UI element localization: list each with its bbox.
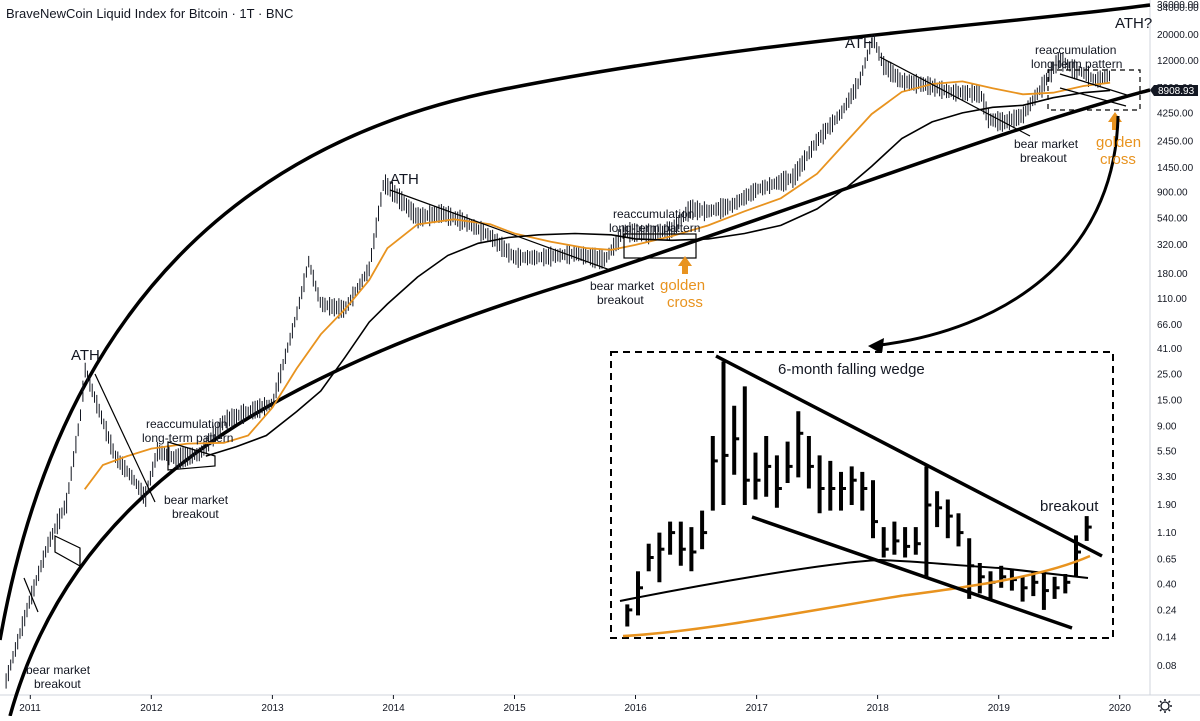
ma-black-line [205,89,1111,457]
price-tick-label: 1.90 [1157,500,1177,511]
time-tick-label: 2015 [504,703,527,714]
reaccumulation-2016-line1: reaccumulation [613,207,694,221]
golden-cross-2016-line2: cross [667,294,703,311]
time-tick-label: 2020 [1109,703,1132,714]
golden-cross-2016-line1: golden [660,277,705,294]
reaccumulation-triangle-2012 [167,441,216,471]
price-tick-label: 25.00 [1157,369,1182,380]
trendline-2010-small [23,577,39,613]
inset-title: 6-month falling wedge [778,361,925,378]
reaccumulation-2012-line2: long-term pattern [142,431,233,445]
inset-wedge-upper [715,354,1103,558]
price-axis[interactable]: 36000.0034000.0020000.0012000.007000.004… [1157,0,1199,672]
price-tick-label: 12000.00 [1157,56,1199,67]
inset-ma-black [619,558,1089,602]
triangle-2010 [54,535,81,568]
time-tick-label: 2011 [19,703,41,714]
wedge-highlight-box [1047,69,1141,111]
price-tick-label: 0.24 [1157,605,1177,616]
price-tick-label: 2450.00 [1157,137,1194,148]
time-tick-label: 2017 [746,703,769,714]
price-tick-label: 0.65 [1157,555,1177,566]
moving-averages [83,80,1111,490]
price-tick-label: 900.00 [1157,187,1188,198]
golden-cross-2019-line1: golden [1096,134,1141,151]
price-tick-label: 15.00 [1157,395,1182,406]
reaccumulation-2012-line1: reaccumulation [146,417,227,431]
reaccumulation-box-2016 [623,233,697,259]
bear-breakout-2010-line2: breakout [34,677,81,691]
bear-breakout-2019-line2: breakout [1020,151,1067,165]
time-tick-label: 2016 [625,703,648,714]
bear-breakout-2010-line1: bear market [26,663,91,677]
time-tick-label: 2012 [140,703,163,714]
price-tick-label: 0.14 [1157,633,1177,644]
reaccumulation-2019-line1: reaccumulation [1035,43,1116,57]
trendline-2011-downtrend [94,373,156,503]
golden-cross-arrow-2016 [678,256,692,274]
falling-wedge-inset [610,351,1114,639]
bear-breakout-2012-line2: breakout [172,507,219,521]
price-tick-label: 66.00 [1157,320,1182,331]
price-tick-label: 3.30 [1157,472,1177,483]
reaccumulation-2016-line2: long-term pattern [609,221,700,235]
price-tick-label: 1450.00 [1157,163,1194,174]
ath-label-2011: ATH [71,347,100,364]
price-tick-label: 36000.00 [1157,0,1199,11]
chart-title: BraveNewCoin Liquid Index for Bitcoin · … [6,6,293,21]
ath-label-future: ATH? [1115,15,1152,32]
golden-cross-2019-line2: cross [1100,151,1136,168]
bear-breakout-2019-line1: bear market [1014,137,1079,151]
zoom-arrow [879,115,1120,347]
time-tick-label: 2018 [867,703,890,714]
price-tick-label: 0.08 [1157,661,1177,672]
ma-orange-line [83,80,1111,490]
time-tick-label: 2013 [261,703,284,714]
price-tick-label: 0.40 [1157,579,1177,590]
inset-price-bars [625,361,1092,627]
wedge-upper-2019 [1059,73,1131,97]
price-tick-label: 41.00 [1157,344,1182,355]
ath-label-2013: ATH [390,171,419,188]
ath-label-2017: ATH [845,35,874,52]
golden-cross-arrow-2019 [1108,112,1122,130]
price-tick-label: 540.00 [1157,213,1188,224]
inset-ma-orange [622,554,1091,638]
pattern-lines [23,56,1131,613]
price-tick-label: 9.00 [1157,421,1177,432]
wedge-lower-2019 [1059,87,1127,107]
price-tick-label: 320.00 [1157,240,1188,251]
time-axis[interactable]: 2011 2012 2013 2014 2015 2016 2017 2018 2019 2020 [19,695,1131,714]
price-tick-label: 110.00 [1157,294,1187,305]
time-tick-label: 2019 [988,703,1011,714]
golden-cross-arrows [678,112,1122,274]
bear-breakout-2015-line2: breakout [597,293,644,307]
zoom-arrow-head [868,338,884,354]
price-badge-bg [1150,85,1198,96]
reaccumulation-2019-line2: long-term pattern [1031,57,1122,71]
price-tick-label: 34000.00 [1157,3,1199,14]
bear-breakout-2012-line1: bear market [164,493,229,507]
price-badge-text: 8908.93 [1158,86,1195,97]
trendline-2018-downtrend [879,56,1031,137]
lower-channel-curve [8,88,1151,717]
price-tick-label: 5.50 [1157,446,1177,457]
price-tick-label: 1.10 [1157,528,1177,539]
price-tick-label: 20000.00 [1157,30,1199,41]
trendline-2014-downtrend [389,189,611,271]
last-price-badge[interactable]: 8908.93 [1150,85,1198,97]
bear-breakout-2015-line1: bear market [590,279,655,293]
price-tick-label: 180.00 [1157,269,1188,280]
time-tick-label: 2014 [382,703,405,714]
price-tick-label: 4250.00 [1157,109,1194,120]
inset-breakout-label: breakout [1040,498,1099,515]
inset-wedge-lower [751,515,1073,630]
gear-icon[interactable] [1158,699,1172,713]
